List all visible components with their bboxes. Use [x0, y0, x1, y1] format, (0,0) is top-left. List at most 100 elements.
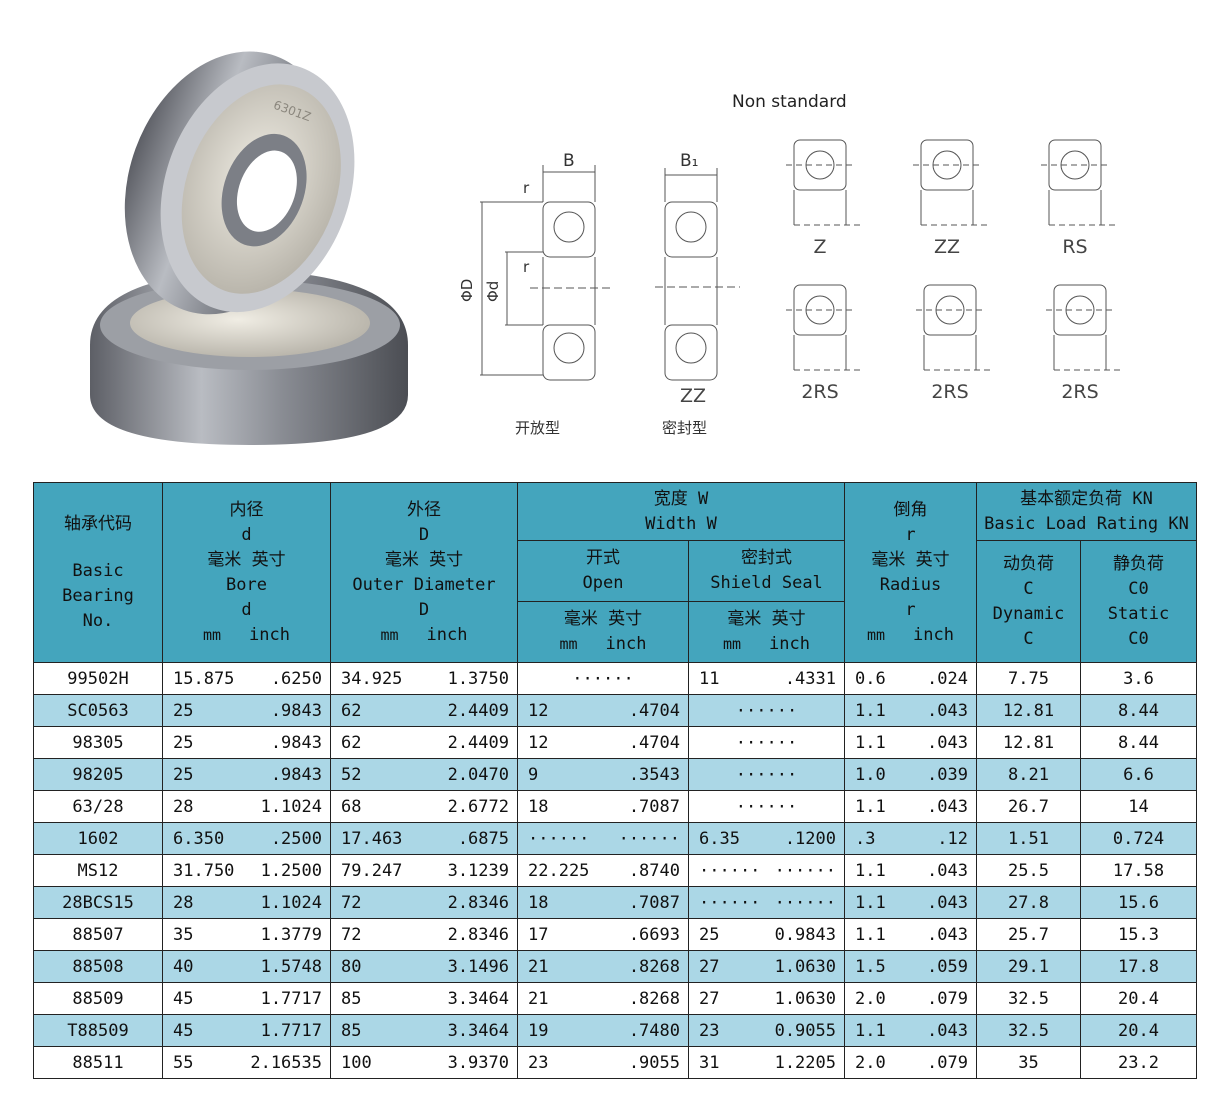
variant-label: 2RS: [1061, 381, 1098, 403]
cell-od-mm: 85: [341, 1020, 362, 1041]
cell-bearing-no: 28BCS15: [33, 886, 163, 919]
cell-open-mm: 21: [528, 988, 549, 1009]
cell-shield-inch: ······: [774, 892, 836, 913]
cell-shield-inch: 1.0630: [774, 988, 836, 1009]
cell-bearing-no: 98305: [33, 726, 163, 759]
cell-radius: 1.0 .039: [844, 758, 977, 791]
cell-bore: 25 .9843: [162, 726, 331, 759]
cell-shield-mm: 11: [699, 668, 720, 689]
cell-dynamic-load: 26.7: [976, 790, 1081, 823]
cell-open-inch: .7087: [628, 796, 680, 817]
cell-od-mm: 100: [341, 1052, 372, 1073]
cell-open-inch: .4704: [628, 732, 680, 753]
cell-static-load: 17.58: [1079, 854, 1198, 887]
variant-label: 2RS: [931, 381, 968, 403]
cell-bore-mm: 55: [173, 1052, 194, 1073]
cell-radius-mm: 1.1: [855, 732, 886, 753]
table-row: SC0563 25 .9843 62 2.4409 12 .4704 ······ 1.1 .04…: [33, 694, 1198, 727]
cell-shield-mm: ······: [699, 892, 761, 913]
cell-shield: ······ ······: [688, 886, 845, 919]
cell-shield-mm: ······: [699, 860, 761, 881]
table-row: 88508 40 1.5748 80 3.1496 21 .8268 27 1.0630 1.5.…: [33, 950, 1198, 983]
cell-dynamic-load: 8.21: [976, 758, 1081, 791]
cell-bore: 45 1.7717: [162, 982, 331, 1015]
dim-r-label: r: [523, 179, 530, 197]
variant-drawing: 2RS: [786, 284, 860, 403]
col-header-bore: 内径 d 毫米 英寸 Bore d mm inch: [162, 482, 331, 663]
cell-static-load: 8.44: [1079, 726, 1198, 759]
cell-open-mm: 12: [528, 732, 549, 753]
cell-radius: 0.6 .024: [844, 662, 977, 695]
cell-dynamic-load: 12.81: [976, 726, 1081, 759]
table-row: MS12 31.750 1.2500 79.247 3.1239 22.225 .8740 ·…: [33, 854, 1198, 887]
cell-radius-inch: .079: [927, 988, 968, 1009]
cell-bore-inch: .9843: [270, 764, 322, 785]
cell-radius-inch: .024: [927, 668, 968, 689]
variant-drawing: Z: [786, 139, 860, 258]
cell-od: 85 3.3464: [330, 1014, 518, 1047]
cell-bore-inch: .2500: [270, 828, 322, 849]
cell-shield: ······: [688, 726, 845, 759]
cell-open-inch: .8268: [628, 988, 680, 1009]
table-row: 28BCS15 28 1.1024 72 2.8346 18.7087 ······ ····…: [33, 886, 1198, 919]
cell-static-load: 20.4: [1079, 982, 1198, 1015]
cell-open: 23 .9055: [517, 1046, 689, 1079]
cell-dynamic-load: 25.7: [976, 918, 1081, 951]
cell-od-mm: 72: [341, 924, 362, 945]
bearing-photo: 6301Z: [90, 51, 408, 445]
cell-od-inch: 2.4409: [447, 732, 509, 753]
cell-radius-inch: .043: [927, 796, 968, 817]
cell-dynamic-load: 32.5: [976, 982, 1081, 1015]
cell-bearing-no: 1602: [33, 822, 163, 855]
cell-radius-mm: 1.1: [855, 796, 886, 817]
cell-radius-mm: 1.1: [855, 924, 886, 945]
variant-label: RS: [1062, 236, 1087, 258]
cell-open: 17 .6693: [517, 918, 689, 951]
table-row: 88509 45 1.7717 85 3.3464 21 .8268 27 1.0630 2.0.…: [33, 982, 1198, 1015]
cell-od-inch: 2.8346: [447, 924, 509, 945]
cell-radius: 2.0 .079: [844, 1046, 977, 1079]
cell-shield-mm: 23: [699, 1020, 720, 1041]
cell-open-inch: .8268: [628, 956, 680, 977]
col-header-outer-diameter: 外径 D 毫米 英寸 Outer Diameter D mm inch: [330, 482, 518, 663]
cell-od-mm: 62: [341, 700, 362, 721]
cell-od-inch: .6875: [457, 828, 509, 849]
cell-bearing-no: MS12: [33, 854, 163, 887]
cell-radius-mm: 2.0: [855, 988, 886, 1009]
cell-open-inch: ······: [618, 828, 680, 849]
cell-od-mm: 80: [341, 956, 362, 977]
cell-radius: 1.5 .059: [844, 950, 977, 983]
cell-shield-inch: ······: [774, 860, 836, 881]
cell-od: 85 3.3464: [330, 982, 518, 1015]
cell-bearing-no: 88507: [33, 918, 163, 951]
variant-label: ZZ: [934, 236, 960, 258]
cell-open-mm: 21: [528, 956, 549, 977]
cell-shield: ······: [688, 758, 845, 791]
cell-bore-inch: 1.1024: [260, 892, 322, 913]
cell-od-inch: 3.3464: [447, 988, 509, 1009]
cell-open-inch: .4704: [628, 700, 680, 721]
cell-bore-inch: 1.3779: [260, 924, 322, 945]
cell-static-load: 14: [1079, 790, 1198, 823]
cell-radius: 1.1 .043: [844, 854, 977, 887]
cell-bore: 28 1.1024: [162, 886, 331, 919]
upper-bearing: 6301Z: [124, 51, 355, 315]
cell-radius: 1.1 .043: [844, 886, 977, 919]
cell-radius-inch: .043: [927, 924, 968, 945]
cell-shield-mm: 27: [699, 988, 720, 1009]
variant-drawing: 2RS: [916, 284, 990, 403]
cell-open-inch: .8740: [628, 860, 680, 881]
col-header-dynamic: 动负荷 C Dynamic C: [976, 540, 1081, 663]
cell-od-inch: 2.4409: [447, 700, 509, 721]
dim-r-label-2: r: [523, 258, 530, 276]
variant-drawing: 2RS: [1046, 284, 1120, 403]
cell-shield-inch: 0.9055: [774, 1020, 836, 1041]
col-header-load-rating: 基本额定负荷 KN Basic Load Rating KN: [975, 482, 1198, 541]
col-header-width: 宽度 W Width W: [517, 482, 845, 541]
diagram-title: Non standard: [732, 92, 847, 112]
cell-od: 79.247 3.1239: [330, 854, 518, 887]
cell-od: 100 3.9370: [330, 1046, 518, 1079]
cell-od-inch: 3.1496: [447, 956, 509, 977]
table-row: 88507 35 1.3779 72 2.8346 17 .6693 25 0.9843 1.1.…: [33, 918, 1198, 951]
cell-open: ······: [517, 662, 689, 695]
